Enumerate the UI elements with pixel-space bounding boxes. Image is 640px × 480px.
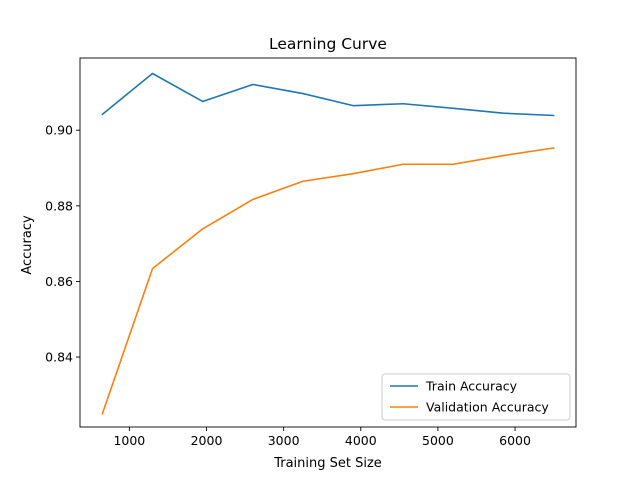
x-tick-label: 2000: [191, 433, 223, 448]
legend: Train Accuracy Validation Accuracy: [381, 373, 571, 421]
x-tick-label: 6000: [499, 433, 531, 448]
x-tick-label: 4000: [345, 433, 377, 448]
y-axis-label: Accuracy: [20, 215, 35, 275]
axes-frame: [79, 57, 577, 428]
series-line-train-accuracy: [101, 72, 555, 117]
series-line-validation-accuracy: [101, 147, 555, 415]
chart-title: Learning Curve: [269, 35, 387, 53]
y-tick-label: 0.84: [45, 350, 73, 365]
x-axis-label: Training Set Size: [273, 456, 382, 471]
y-tick-label: 0.90: [45, 123, 73, 138]
x-tick-label: 1000: [113, 433, 145, 448]
x-tick-label: 3000: [268, 433, 300, 448]
legend-label-validation-accuracy: Validation Accuracy: [426, 400, 549, 415]
plot-area: 1000 2000 3000 4000 5000 6000 0.84 0.86 0.88 0.90: [45, 57, 577, 448]
legend-label-train-accuracy: Train Accuracy: [425, 379, 518, 394]
y-tick-label: 0.86: [45, 274, 73, 289]
legend-box: [381, 373, 571, 421]
y-tick-label: 0.88: [45, 198, 73, 213]
x-tick-label: 5000: [422, 433, 454, 448]
